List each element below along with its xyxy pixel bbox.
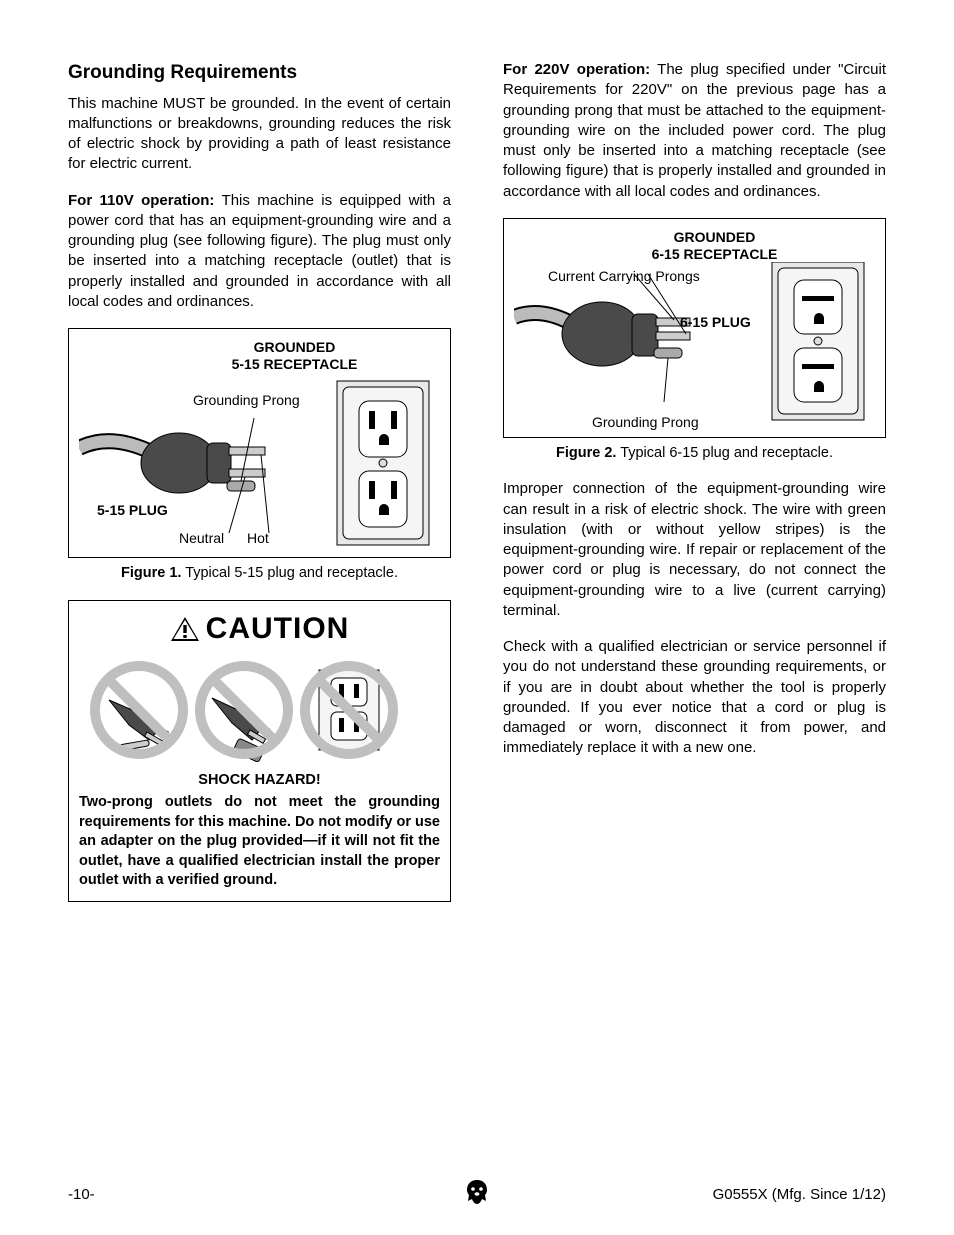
caution-icons (79, 655, 439, 765)
fig1-label-neutral: Neutral (179, 529, 224, 548)
para-110v-body: This machine is equipped with a power co… (68, 192, 451, 310)
caution-subheading: SHOCK HAZARD! (79, 771, 440, 791)
right-column: For 220V operation: The plug specified u… (503, 60, 886, 902)
caution-heading: CAUTION (79, 609, 440, 650)
para-110v: For 110V operation: This machine is equi… (68, 191, 451, 313)
heading-grounding: Grounding Requirements (68, 60, 451, 86)
para-220v-lead: For 220V operation: (503, 61, 650, 78)
warning-icon (170, 616, 200, 642)
fig1-title: GROUNDED 5-15 RECEPTACLE (149, 339, 440, 373)
fig1-caption: Figure 1. Typical 5-15 plug and receptac… (68, 564, 451, 584)
fig1-label-grounding: Grounding Prong (193, 391, 300, 410)
figure-1-box: GROUNDED 5-15 RECEPTACLE (68, 328, 451, 558)
fig2-label-grounding: Grounding Prong (592, 413, 699, 432)
para-110v-lead: For 110V operation: (68, 192, 214, 209)
fig2-title: GROUNDED 6-15 RECEPTACLE (554, 229, 875, 263)
left-column: Grounding Requirements This machine MUST… (68, 60, 451, 902)
caution-box: CAUTION (68, 600, 451, 902)
fig2-label-plug: 6-15 PLUG (680, 313, 751, 332)
caution-body: Two-prong outlets do not meet the ground… (79, 793, 440, 891)
fig1-label-plug: 5-15 PLUG (97, 501, 168, 520)
doc-id: G0555X (Mfg. Since 1/12) (713, 1185, 886, 1205)
para-220v: For 220V operation: The plug specified u… (503, 60, 886, 202)
fig2-caption: Figure 2. Typical 6-15 plug and receptac… (503, 444, 886, 464)
fig2-diagram (514, 262, 874, 422)
para-intro: This machine MUST be grounded. In the ev… (68, 94, 451, 175)
para-220v-body: The plug specified under "Circuit Requir… (503, 61, 886, 200)
para-improper: Improper connection of the equipment-gro… (503, 479, 886, 621)
fig1-label-hot: Hot (247, 529, 269, 548)
page-footer: -10- G0555X (Mfg. Since 1/12) (68, 1185, 886, 1205)
para-check: Check with a qualified electrician or se… (503, 637, 886, 759)
footer-logo-icon (462, 1177, 492, 1213)
fig2-label-current: Current Carrying Prongs (548, 267, 700, 286)
figure-2-box: GROUNDED 6-15 RECEPTACLE Current Carryin… (503, 218, 886, 438)
page-number: -10- (68, 1185, 95, 1205)
